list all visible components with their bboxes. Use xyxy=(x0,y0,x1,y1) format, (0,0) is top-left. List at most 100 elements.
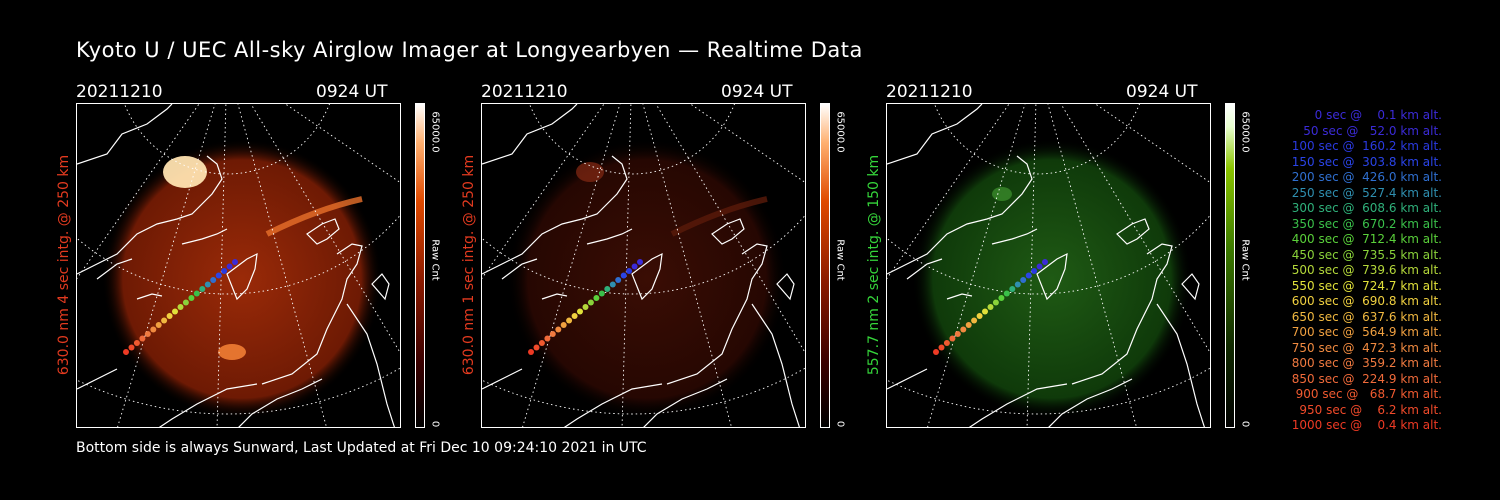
legend-row: 900 sec @ 68.7 km alt. xyxy=(1291,387,1442,401)
trajectory-point xyxy=(1042,259,1048,265)
legend-row: 350 sec @ 670.2 km alt. xyxy=(1287,216,1442,231)
trajectory-point xyxy=(615,277,622,283)
trajectory-point xyxy=(193,290,200,297)
map-graticule xyxy=(887,104,1210,427)
trajectory-point xyxy=(987,304,994,310)
panel2-label: 630.0 nm 1 sec intg. @ 250 km xyxy=(461,154,477,376)
trajectory-point xyxy=(139,335,146,342)
trajectory-point xyxy=(992,299,999,306)
trajectory-point xyxy=(215,272,222,279)
panel3-label: 557.7 nm 2 sec intg. @ 150 km xyxy=(866,154,882,376)
panel2-sky-image xyxy=(481,103,806,428)
trajectory-point xyxy=(1031,268,1038,274)
trajectory-point xyxy=(182,299,189,306)
trajectory-point xyxy=(631,263,638,270)
trajectory-point xyxy=(166,313,173,319)
trajectory-point xyxy=(1036,263,1043,270)
trajectory-point xyxy=(172,308,178,315)
legend-row: 550 sec @ 724.7 km alt. xyxy=(1287,278,1442,293)
airglow-disk xyxy=(912,139,1192,419)
trajectory-point xyxy=(1003,290,1010,297)
page-title: Kyoto U / UEC All-sky Airglow Imager at … xyxy=(76,38,863,62)
trajectory-point xyxy=(177,304,184,310)
panel2-colorbar-min: 0 xyxy=(834,420,846,428)
trajectory-point xyxy=(604,286,611,292)
legend-row: 300 sec @ 608.6 km alt. xyxy=(1287,201,1442,215)
panel1-colorbar-label: Raw Cnt xyxy=(429,239,441,281)
trajectory-point xyxy=(620,272,627,279)
trajectory-point xyxy=(949,335,956,342)
trajectory-point xyxy=(144,331,151,337)
trajectory-point xyxy=(549,331,556,337)
trajectory-point xyxy=(566,317,573,324)
legend-row: 450 sec @ 735.5 km alt. xyxy=(1287,247,1442,262)
aurora-arc xyxy=(670,196,768,237)
map-graticule xyxy=(482,104,805,427)
trajectory-point xyxy=(555,326,562,333)
trajectory-point xyxy=(528,349,534,355)
panel3-colorbar-max: 65000.0 xyxy=(1239,111,1251,153)
legend-row: 500 sec @ 739.6 km alt. xyxy=(1287,263,1442,277)
panel1-date: 20211210 xyxy=(76,82,163,102)
satellite-trajectory xyxy=(933,259,1048,355)
panel1-sky-image xyxy=(76,103,401,428)
aurora-arc xyxy=(265,196,363,237)
trajectory-point xyxy=(210,277,217,283)
coastline-map xyxy=(77,104,395,427)
panel3-time: 0924 UT xyxy=(1126,82,1198,102)
trajectory-point xyxy=(538,340,545,346)
panel1-colorbar-min: 0 xyxy=(429,420,441,428)
trajectory-point xyxy=(582,304,589,310)
panel2-colorbar-max: 65000.0 xyxy=(834,111,846,153)
panel3-sky-image xyxy=(886,103,1211,428)
satellite-trajectory xyxy=(528,259,643,355)
trajectory-point xyxy=(943,340,950,346)
trajectory-point xyxy=(1025,272,1032,279)
trajectory-point xyxy=(1009,286,1016,292)
trajectory-point xyxy=(982,308,988,315)
aurora-patch xyxy=(218,344,246,360)
trajectory-point xyxy=(938,344,945,351)
airglow-disk xyxy=(102,139,382,419)
legend-row: 150 sec @ 303.8 km alt. xyxy=(1287,154,1442,169)
legend-row: 850 sec @ 224.9 km alt. xyxy=(1287,371,1442,386)
trajectory-point xyxy=(232,259,238,265)
panel3-colorbar-label: Raw Cnt xyxy=(1239,239,1251,281)
trajectory-point xyxy=(577,308,583,315)
panel1-label: 630.0 nm 4 sec intg. @ 250 km xyxy=(56,154,72,376)
panel1-colorbar xyxy=(415,103,425,428)
panel1-colorbar-max: 65000.0 xyxy=(429,111,441,153)
trajectory-point xyxy=(954,331,961,337)
legend-row: 0 sec @ 0.1 km alt. xyxy=(1303,108,1442,122)
trajectory-point xyxy=(188,295,195,301)
legend-row: 200 sec @ 426.0 km alt. xyxy=(1287,170,1442,184)
trajectory-point xyxy=(998,295,1005,301)
trajectory-point xyxy=(571,313,578,319)
trajectory-point xyxy=(544,335,551,342)
legend-row: 800 sec @ 359.2 km alt. xyxy=(1287,356,1442,370)
aurora-patch xyxy=(163,156,207,188)
panel2-colorbar-label: Raw Cnt xyxy=(834,239,846,281)
trajectory-point xyxy=(150,326,157,333)
legend-row: 100 sec @ 160.2 km alt. xyxy=(1287,139,1442,153)
footer-note: Bottom side is always Sunward, Last Upda… xyxy=(76,440,647,456)
trajectory-point xyxy=(221,268,228,274)
legend-row: 50 sec @ 52.0 km alt. xyxy=(1295,123,1442,138)
panel3-colorbar-min: 0 xyxy=(1239,420,1251,428)
trajectory-point xyxy=(976,313,983,319)
trajectory-point xyxy=(226,263,233,270)
trajectory-point xyxy=(533,344,540,351)
trajectory-point xyxy=(593,295,600,301)
trajectory-point xyxy=(960,326,967,333)
trajectory-point xyxy=(1020,277,1027,283)
panel2-time: 0924 UT xyxy=(721,82,793,102)
trajectory-point xyxy=(161,317,168,324)
legend-row: 750 sec @ 472.3 km alt. xyxy=(1287,340,1442,355)
trajectory-point xyxy=(933,349,939,355)
coastline-map xyxy=(482,104,800,427)
legend-row: 250 sec @ 527.4 km alt. xyxy=(1287,185,1442,200)
airglow-disk xyxy=(507,139,787,419)
map-graticule xyxy=(77,104,400,427)
trajectory-point xyxy=(626,268,633,274)
aurora-patch xyxy=(992,187,1012,201)
